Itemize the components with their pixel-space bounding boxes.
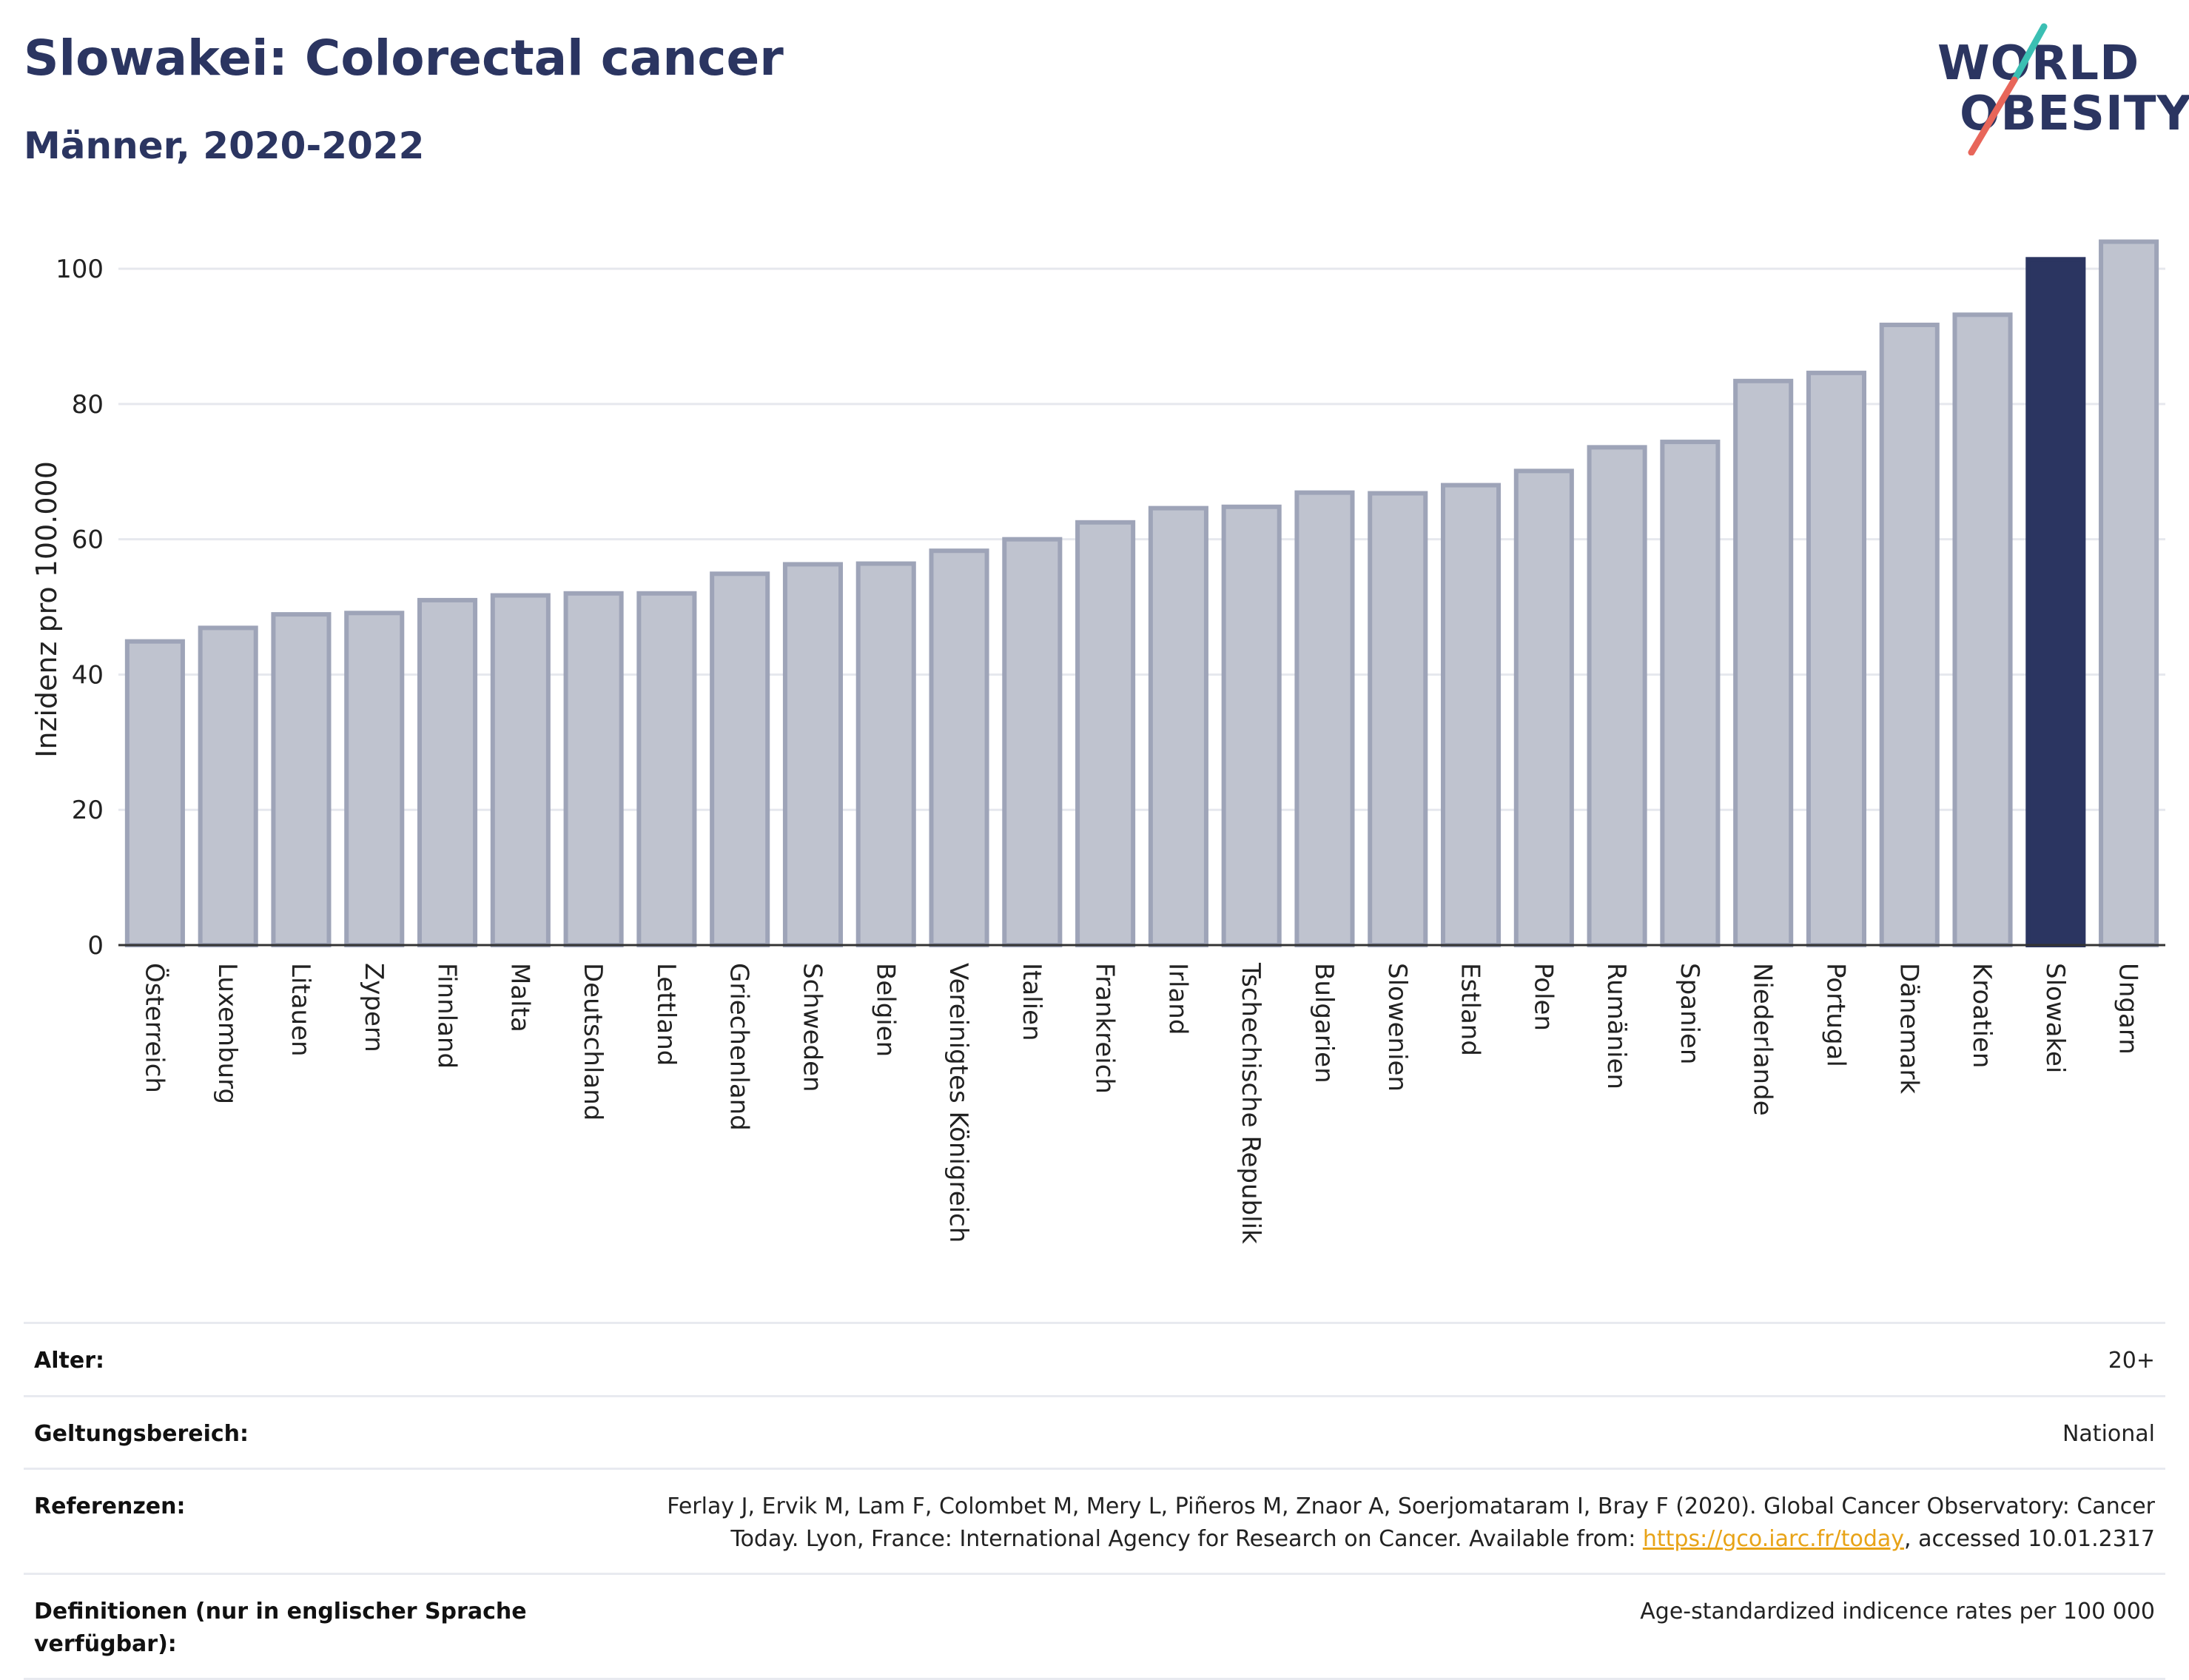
x-tick-label: Luxemburg	[212, 963, 242, 1104]
x-tick-label: Finnland	[432, 963, 462, 1069]
reference-link[interactable]: https://gco.iarc.fr/today	[1642, 1525, 1905, 1552]
bar	[1148, 505, 1208, 947]
world-obesity-logo: WORLD OBESITY	[1924, 22, 2189, 155]
y-tick-label: 20	[72, 796, 104, 825]
bar	[1660, 440, 1721, 947]
bar	[1075, 520, 1136, 947]
bar	[1002, 537, 1063, 947]
x-tick-label: Griechenland	[724, 963, 754, 1131]
x-tick-label: Slowakei	[2040, 963, 2070, 1073]
info-value-definitions: Age-standardized indicence rates per 100…	[1640, 1599, 2155, 1624]
y-tick-label: 60	[72, 525, 104, 555]
bar-chart: 0 20 40 60 80 100 Österreich Luxemburg Litauen Z…	[30, 239, 2165, 1244]
bar-highlight	[2025, 257, 2086, 948]
y-tick-label: 40	[72, 660, 104, 690]
y-tick-label: 0	[87, 931, 104, 961]
info-label-scope: Geltungsbereich:	[34, 1420, 249, 1447]
bar	[1806, 370, 1867, 948]
bar	[1368, 491, 1428, 947]
bar	[1952, 312, 2013, 947]
bar	[1221, 504, 1282, 947]
reference-text-pre: Today. Lyon, France: International Agenc…	[730, 1525, 1643, 1552]
x-tick-label: Frankreich	[1090, 963, 1120, 1094]
x-tick-label: Bulgarien	[1309, 963, 1339, 1083]
page-title: Slowakei: Colorectal cancer	[24, 30, 784, 87]
info-label-references: Referenzen:	[34, 1493, 186, 1519]
bar	[344, 611, 405, 948]
info-label-age: Alter:	[34, 1348, 104, 1374]
x-tick-label: Belgien	[870, 963, 900, 1057]
y-axis-ticks: 0 20 40 60 80 100	[56, 255, 104, 961]
bar	[271, 612, 332, 947]
y-tick-label: 100	[56, 255, 104, 284]
bar	[490, 593, 551, 948]
x-tick-label: Kroatien	[1967, 963, 1997, 1068]
reference-text-line1: Ferlay J, Ervik M, Lam F, Colombet M, Me…	[667, 1493, 2155, 1519]
bar	[1294, 490, 1355, 947]
bar	[2099, 239, 2159, 947]
bar	[636, 591, 697, 947]
bar	[710, 571, 770, 948]
y-axis-title: Inzidenz pro 100.000	[30, 461, 63, 758]
bar	[1587, 445, 1647, 947]
info-value-references: Ferlay J, Ervik M, Lam F, Colombet M, Me…	[667, 1491, 2155, 1555]
bar	[1440, 483, 1502, 947]
info-value-age: 20+	[2108, 1348, 2155, 1374]
bar	[563, 591, 624, 947]
info-row-references: Referenzen: Ferlay J, Ervik M, Lam F, Co…	[24, 1468, 2165, 1573]
y-tick-label: 80	[72, 390, 104, 420]
x-tick-label: Slowenien	[1382, 963, 1412, 1092]
x-tick-label: Rumänien	[1601, 963, 1631, 1089]
x-tick-label: Estland	[1456, 963, 1485, 1056]
x-tick-label: Litauen	[286, 963, 315, 1057]
info-value-scope: National	[2062, 1420, 2155, 1447]
bar	[855, 561, 916, 947]
info-label-definitions: Definitionen (nur in englischer Sprache …	[34, 1599, 527, 1657]
x-tick-label: Malta	[505, 963, 534, 1032]
x-tick-label: Vereinigtes Königreich	[944, 963, 973, 1243]
x-tick-label: Ungarn	[2114, 963, 2143, 1055]
x-tick-label: Polen	[1528, 963, 1558, 1031]
x-tick-label: Deutschland	[578, 963, 608, 1120]
info-row-scope: Geltungsbereich: National	[24, 1394, 2165, 1468]
x-tick-label: Spanien	[1675, 963, 1704, 1064]
x-tick-label: Tschechische Republik	[1236, 962, 1265, 1244]
x-tick-label: Irland	[1163, 963, 1192, 1035]
x-tick-label: Dänemark	[1894, 963, 1923, 1094]
x-tick-label: Lettland	[651, 963, 681, 1066]
x-tick-label: Niederlande	[1748, 963, 1778, 1116]
x-tick-label: Portugal	[1820, 963, 1850, 1067]
x-tick-label: Italien	[1017, 963, 1046, 1041]
bar	[782, 562, 844, 947]
bar	[198, 625, 258, 947]
bars	[124, 239, 2159, 948]
info-row-age: Alter: 20+	[24, 1322, 2165, 1395]
x-axis-labels: Österreich Luxemburg Litauen Zypern Finnland…	[139, 962, 2142, 1244]
bar	[417, 597, 478, 948]
bar	[1879, 322, 1940, 948]
reference-text-post: , accessed 10.01.2317	[1904, 1525, 2155, 1552]
logo-slash-icon	[1968, 23, 2048, 155]
x-tick-label: Schweden	[797, 963, 827, 1092]
logo-line1: WORLD	[1937, 36, 2140, 91]
info-row-definitions: Definitionen (nur in englischer Sprache …	[24, 1573, 2165, 1680]
x-tick-label: Zypern	[359, 963, 389, 1052]
info-table: Alter: 20+ Geltungsbereich: National Ref…	[24, 1322, 2165, 1680]
page-subtitle: Männer, 2020-2022	[24, 124, 425, 167]
bar	[1513, 468, 1574, 947]
bar	[929, 548, 989, 947]
x-tick-label: Österreich	[139, 963, 169, 1093]
bar	[124, 639, 185, 947]
bar	[1733, 378, 1794, 947]
